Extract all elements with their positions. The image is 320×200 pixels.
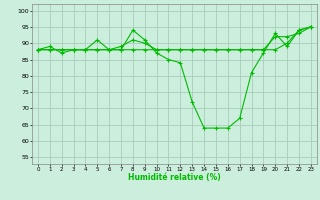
X-axis label: Humidité relative (%): Humidité relative (%) xyxy=(128,173,221,182)
